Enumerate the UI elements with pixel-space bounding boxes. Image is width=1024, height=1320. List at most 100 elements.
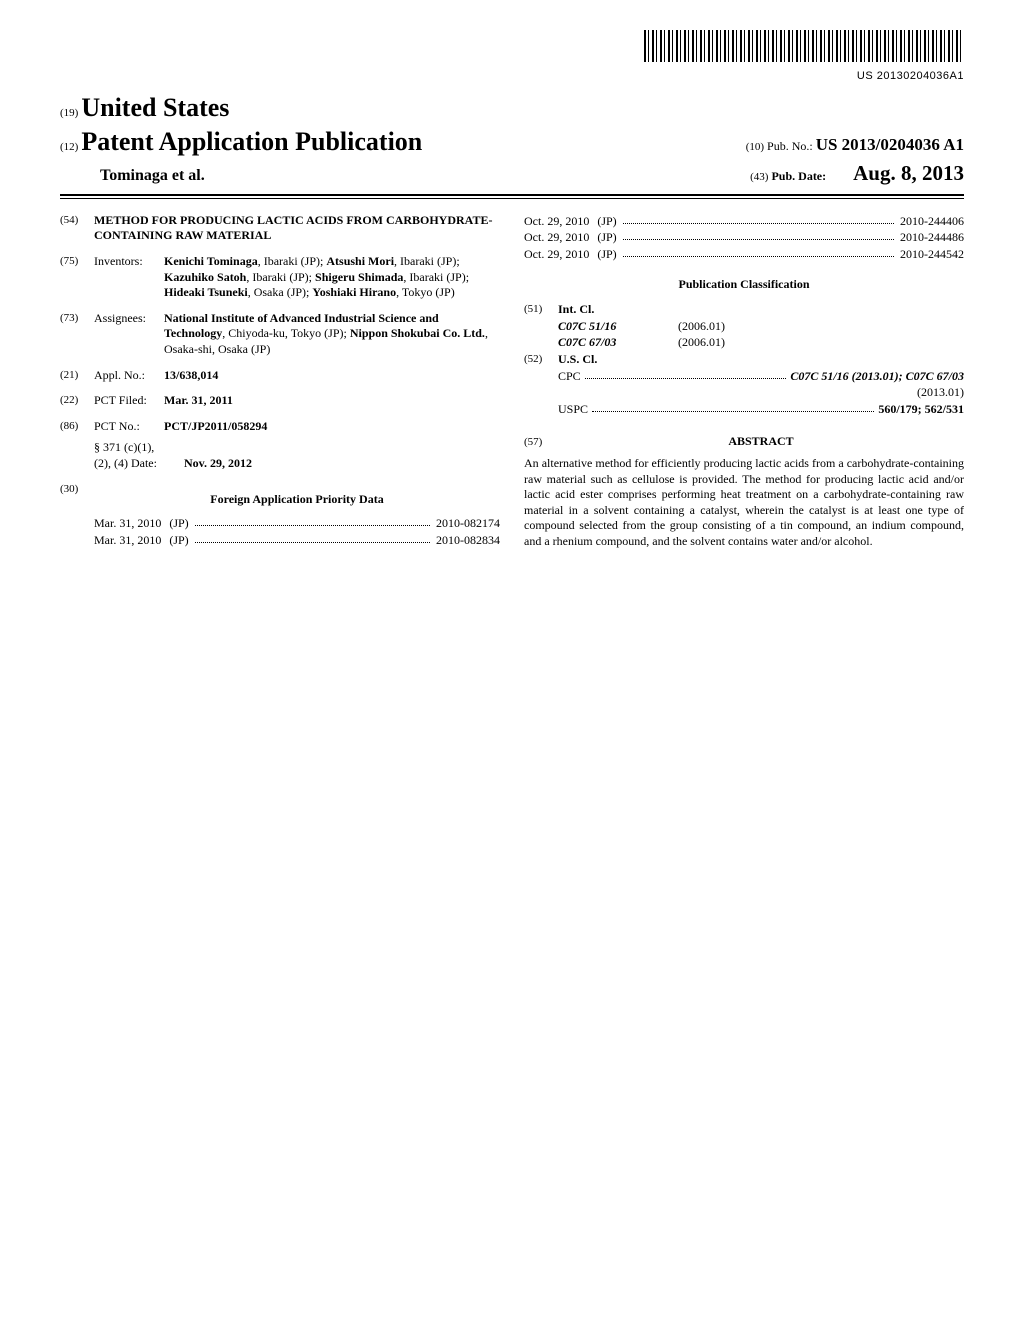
pct-value: PCT/JP2011/058294 [164, 419, 500, 435]
inventor-loc: , Ibaraki (JP); [403, 270, 469, 284]
intcl-codes: C07C 51/16(2006.01)C07C 67/03(2006.01) [524, 319, 964, 351]
country-name: United States [81, 93, 229, 122]
priority-row: Mar. 31, 2010 (JP)2010-082834 [94, 533, 500, 549]
intcl-code-row: C07C 51/16(2006.01) [524, 319, 964, 335]
assignee2-loc: Osaka-shi, Osaka (JP) [164, 342, 270, 356]
priority-date: Oct. 29, 2010 [524, 247, 589, 263]
priority-date: Mar. 31, 2010 [94, 533, 161, 549]
intcl-ver: (2006.01) [678, 319, 725, 335]
foreign-heading-row: (30) Foreign Application Priority Data [60, 482, 500, 516]
left-column: (54) METHOD FOR PRODUCING LACTIC ACIDS F… [60, 213, 500, 550]
filed-num: (22) [60, 393, 94, 409]
intcl-code: C07C 67/03 [558, 335, 678, 351]
barcode-text: US 20130204036A1 [60, 69, 964, 83]
priority-date: Oct. 29, 2010 [524, 214, 589, 230]
inventor-loc: , Ibaraki (JP); [246, 270, 315, 284]
country-line: (19) United States [60, 91, 964, 125]
intcl-code: C07C 51/16 [558, 319, 678, 335]
uspc-row: USPC 560/179; 562/531 [524, 402, 964, 418]
pub-type: Patent Application Publication [81, 127, 422, 156]
intcl-row: (51) Int. Cl. [524, 302, 964, 318]
priority-cc: (JP) [169, 516, 188, 532]
intcl-code-row: C07C 67/03(2006.01) [524, 335, 964, 351]
appl-field: (21) Appl. No.: 13/638,014 [60, 368, 500, 384]
priority-cc: (JP) [597, 247, 616, 263]
appl-value: 13/638,014 [164, 368, 500, 384]
priority-cc: (JP) [169, 533, 188, 549]
inventors-label: Inventors: [94, 254, 164, 301]
intcl-label: Int. Cl. [558, 302, 668, 318]
inventor-name: Atsushi Mori [326, 254, 394, 268]
priority-date: Oct. 29, 2010 [524, 230, 589, 246]
date-num: (43) [750, 171, 768, 183]
inventor-name: Shigeru Shimada [315, 270, 403, 284]
abstract-head-row: (57) ABSTRACT [524, 418, 964, 456]
filed-label: PCT Filed: [94, 393, 164, 409]
dots [195, 516, 430, 526]
assignees-content: National Institute of Advanced Industria… [164, 311, 500, 358]
assignees-field: (73) Assignees: National Institute of Ad… [60, 311, 500, 358]
priority-no: 2010-244542 [900, 247, 964, 263]
priority-row: Oct. 29, 2010 (JP)2010-244486 [524, 230, 964, 246]
header: (19) United States (12) Patent Applicati… [60, 91, 964, 188]
priority-date: Mar. 31, 2010 [94, 516, 161, 532]
abstract-num: (57) [524, 435, 558, 449]
priority-no: 2010-244406 [900, 214, 964, 230]
inventor-name: Kenichi Tominaga [164, 254, 258, 268]
inventors-num: (75) [60, 254, 94, 301]
barcode-graphic [644, 30, 964, 62]
intcl-ver: (2006.01) [678, 335, 725, 351]
s371-value: Nov. 29, 2012 [184, 456, 500, 472]
abstract-body: An alternative method for efficiently pr… [524, 456, 964, 550]
pct-num: (86) [60, 419, 94, 435]
cpc-label: CPC [558, 369, 581, 385]
uscl-num: (52) [524, 352, 558, 368]
inventor-name: Kazuhiko Satoh [164, 270, 246, 284]
pct-label: PCT No.: [94, 419, 164, 435]
assignee1-loc: Chiyoda-ku, Tokyo (JP); [228, 326, 347, 340]
country-num: (19) [60, 107, 78, 119]
classification-heading: Publication Classification [524, 277, 964, 293]
dots [623, 214, 894, 224]
title-field: (54) METHOD FOR PRODUCING LACTIC ACIDS F… [60, 213, 500, 244]
dots [623, 247, 894, 257]
filed-value: Mar. 31, 2011 [164, 393, 500, 409]
assignees-label: Assignees: [94, 311, 164, 358]
assignees-num: (73) [60, 311, 94, 358]
priority-cc: (JP) [597, 230, 616, 246]
body-columns: (54) METHOD FOR PRODUCING LACTIC ACIDS F… [60, 213, 964, 550]
priority-row: Oct. 29, 2010 (JP) 2010-244542 [524, 247, 964, 263]
date-value: Aug. 8, 2013 [853, 161, 964, 185]
uscl-row: (52) U.S. Cl. [524, 352, 964, 368]
foreign-num: (30) [60, 482, 94, 516]
cpc-row: CPC C07C 51/16 (2013.01); C07C 67/03 [524, 369, 964, 385]
uspc-value: 560/179; 562/531 [878, 402, 964, 418]
inventor-loc: , Ibaraki (JP); [258, 254, 327, 268]
pubno-value: US 2013/0204036 A1 [816, 135, 964, 154]
divider-thick [60, 194, 964, 196]
pct-field: (86) PCT No.: PCT/JP2011/058294 [60, 419, 500, 435]
filed-field: (22) PCT Filed: Mar. 31, 2011 [60, 393, 500, 409]
right-column: Oct. 29, 2010 (JP)2010-244406Oct. 29, 20… [524, 213, 964, 550]
inventors-content: Kenichi Tominaga, Ibaraki (JP); Atsushi … [164, 254, 500, 301]
intcl-num: (51) [524, 302, 558, 318]
inventors-field: (75) Inventors: Kenichi Tominaga, Ibarak… [60, 254, 500, 301]
title-text: METHOD FOR PRODUCING LACTIC ACIDS FROM C… [94, 213, 500, 244]
pub-line-left: (12) Patent Application Publication [60, 125, 422, 159]
pubno-block: (10) Pub. No.: US 2013/0204036 A1 [746, 134, 964, 156]
appl-label: Appl. No.: [94, 368, 164, 384]
priority-no: 2010-082174 [436, 516, 500, 532]
cpc-value: C07C 51/16 (2013.01); C07C 67/03 [790, 369, 964, 385]
title-num: (54) [60, 213, 94, 244]
uspc-label: USPC [558, 402, 588, 418]
dots [592, 402, 874, 412]
cpc-tail: (2013.01) [524, 385, 964, 401]
uscl-label: U.S. Cl. [558, 352, 668, 368]
assignee2-name: Nippon Shokubai Co. Ltd. [350, 326, 485, 340]
appl-num: (21) [60, 368, 94, 384]
priority-rows-left: Mar. 31, 2010 (JP)2010-082174Mar. 31, 20… [60, 516, 500, 548]
inventor-loc: , Osaka (JP); [248, 285, 313, 299]
s371-label: § 371 (c)(1), (2), (4) Date: [94, 440, 184, 471]
pubno-label: Pub. No.: [767, 139, 813, 153]
foreign-heading: Foreign Application Priority Data [94, 492, 500, 508]
